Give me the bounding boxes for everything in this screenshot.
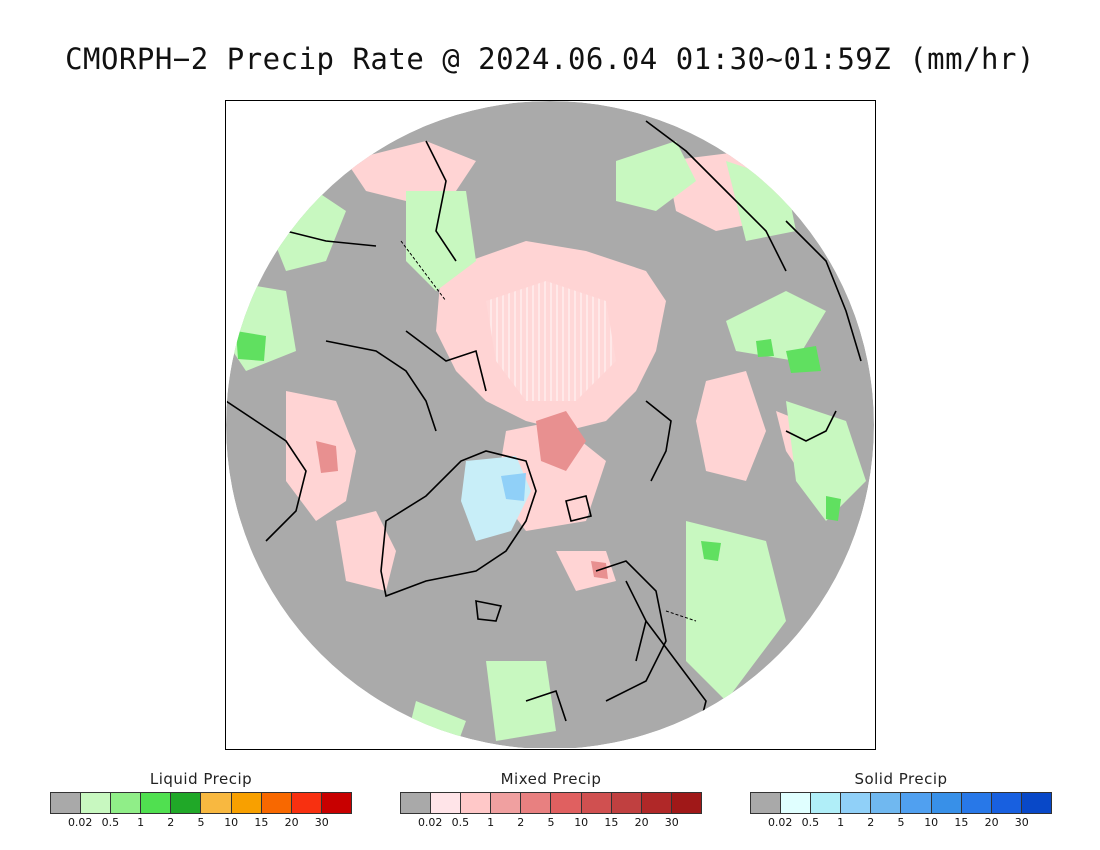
legend-swatch: [231, 793, 262, 813]
legend-swatch: [51, 793, 82, 813]
legend-swatch: [491, 793, 522, 813]
legend-mixed: Mixed Precip 0.02 0.5 1 2 5 10 15 20 30: [400, 770, 702, 830]
legend-ticks: 0.02 0.5 1 2 5 10 15 20 30: [750, 814, 1052, 830]
legend-tick-label: 1: [137, 816, 145, 829]
legend-tick-label: 30: [314, 816, 329, 829]
legend-tick-label: 10: [224, 816, 239, 829]
legend-title: Liquid Precip: [149, 770, 253, 788]
legend-swatch: [461, 793, 492, 813]
legend-swatch: [521, 793, 552, 813]
legend-tick-label: 0.5: [451, 816, 470, 829]
legend-swatch: [81, 793, 112, 813]
legend-tick-label: 5: [547, 816, 555, 829]
legend-swatch: [321, 793, 351, 813]
legend-swatch: [611, 793, 642, 813]
legend-swatch: [781, 793, 812, 813]
legend-tick-label: 5: [897, 816, 905, 829]
legend-swatch: [261, 793, 292, 813]
legend-tick-label: 15: [954, 816, 969, 829]
legend-tick-label: 20: [634, 816, 649, 829]
legend-swatch: [141, 793, 172, 813]
chart-title: CMORPH−2 Precip Rate @ 2024.06.04 01:30~…: [65, 42, 1035, 76]
solid-precip-greenland: [461, 456, 531, 541]
map-frame: [225, 100, 876, 750]
legend-ticks: 0.02 0.5 1 2 5 10 15 20 30: [50, 814, 352, 830]
legend-swatch: [641, 793, 672, 813]
legend-tick-label: 30: [664, 816, 679, 829]
legend-swatch: [961, 793, 992, 813]
legend-tick-label: 1: [487, 816, 495, 829]
legend-tick-label: 20: [984, 816, 999, 829]
legend-tick-label: 5: [197, 816, 205, 829]
legend-swatch: [401, 793, 432, 813]
legend-solid: Solid Precip 0.02 0.5 1 2 5 10 15 20 30: [750, 770, 1052, 830]
legend-tick-label: 20: [284, 816, 299, 829]
legend-color-bar: [50, 792, 352, 814]
legend-color-bar: [400, 792, 702, 814]
legend-title: Mixed Precip: [500, 770, 602, 788]
legend-tick-label: 0.5: [101, 816, 120, 829]
legend-ticks: 0.02 0.5 1 2 5 10 15 20 30: [400, 814, 702, 830]
legend-swatch: [811, 793, 842, 813]
borders: [400, 240, 697, 622]
mixed-precip-streaks: [486, 281, 616, 401]
legend-tick-label: 10: [924, 816, 939, 829]
legend-tick-label: 2: [867, 816, 875, 829]
legend-swatch: [431, 793, 462, 813]
legend-swatch: [291, 793, 322, 813]
legend-tick-label: 30: [1014, 816, 1029, 829]
legend-swatch: [581, 793, 612, 813]
legend-tick-label: 2: [517, 816, 525, 829]
legend-color-bar: [750, 792, 1052, 814]
legend-swatch: [931, 793, 962, 813]
legend-swatch: [201, 793, 232, 813]
legend-swatch: [841, 793, 872, 813]
legend-tick-label: 15: [604, 816, 619, 829]
legend-title: Solid Precip: [854, 770, 948, 788]
legend-swatch: [751, 793, 782, 813]
mixed-precip-moderate: [316, 411, 608, 579]
legend-tick-label: 0.02: [417, 816, 443, 829]
legend-tick-label: 15: [254, 816, 269, 829]
liquid-precip-moderate: [236, 331, 841, 561]
legend-swatch: [991, 793, 1022, 813]
legend-swatch: [1021, 793, 1051, 813]
legend-tick-label: 2: [167, 816, 175, 829]
coastlines: [226, 120, 862, 742]
legend-tick-label: 0.02: [767, 816, 793, 829]
legend-swatch: [871, 793, 902, 813]
legend-swatch: [671, 793, 701, 813]
legend-swatch: [111, 793, 142, 813]
legend-swatch: [901, 793, 932, 813]
legend-swatch: [551, 793, 582, 813]
legend-tick-label: 0.02: [67, 816, 93, 829]
polar-precip-map: [226, 101, 874, 748]
legend-tick-label: 0.5: [801, 816, 820, 829]
legend-liquid: Liquid Precip 0.02 0.5 1 2 5 10 15 20 30: [50, 770, 352, 830]
legend-tick-label: 1: [837, 816, 845, 829]
legend-swatch: [171, 793, 202, 813]
legend-tick-label: 10: [574, 816, 589, 829]
